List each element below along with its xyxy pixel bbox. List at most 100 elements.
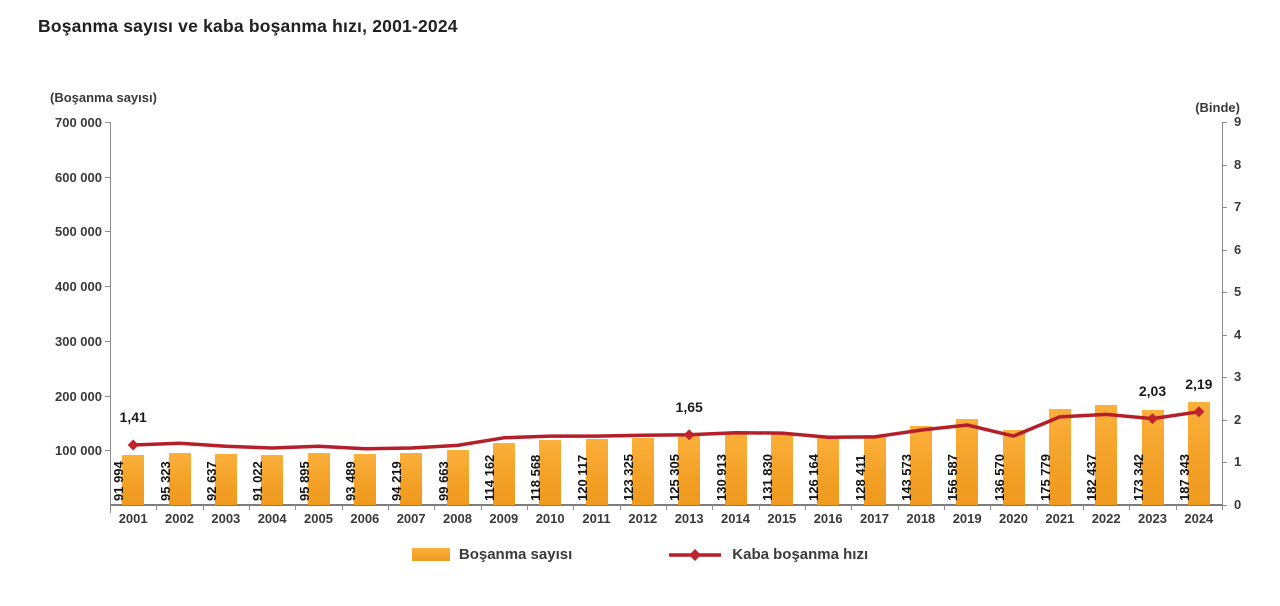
right-axis-tick-label: 9: [1234, 114, 1242, 129]
right-axis-tick-label: 1: [1234, 454, 1242, 470]
x-axis-tick: [527, 505, 528, 510]
left-axis-unit-label: (Boşanma sayısı): [50, 90, 157, 105]
x-axis-tick-label: 2021: [1045, 511, 1075, 526]
bar: [1002, 430, 1025, 505]
right-axis-tick: [1222, 334, 1227, 336]
bar: [307, 452, 330, 505]
x-axis-tick: [156, 505, 158, 510]
left-axis-tick: [105, 340, 110, 342]
left-axis-tick-label: 100 000: [55, 443, 102, 459]
line-point-diamond-icon: [1147, 413, 1158, 425]
x-axis-tick-label: 2009: [489, 511, 519, 526]
right-axis-line: [1222, 122, 1223, 505]
x-axis-tick-label: 2005: [304, 511, 333, 526]
x-axis-tick: [805, 505, 806, 510]
x-axis-tick-label: 2024: [1184, 511, 1214, 526]
x-axis-tick: [249, 505, 250, 510]
bar: [1095, 405, 1118, 505]
x-axis-tick: [1222, 505, 1223, 510]
x-axis-tick-label: 2013: [674, 511, 704, 526]
x-axis-tick: [295, 505, 297, 510]
right-axis-tick: [1222, 207, 1227, 209]
line-point-label: 2,19: [1185, 375, 1213, 392]
right-axis-tick-label: 2: [1234, 411, 1242, 427]
bar-series-swatch-icon: [411, 548, 450, 561]
left-axis-line: [110, 122, 111, 513]
x-axis-tick-label: 2001: [118, 511, 148, 526]
bar: [539, 440, 562, 505]
line-series-swatch-icon: [669, 548, 722, 561]
x-axis-tick-label: 2007: [396, 511, 426, 526]
x-axis-tick: [897, 505, 899, 510]
right-axis-tick: [1222, 505, 1227, 506]
left-axis-tick-label: 600 000: [55, 169, 102, 185]
line-point-diamond-icon: [683, 429, 695, 441]
legend: Boşanma sayısı Kaba boşanma hızı: [0, 546, 1280, 563]
right-axis-tick-label: 0: [1234, 497, 1242, 512]
line-point-diamond-icon: [1193, 406, 1205, 418]
bar: [122, 454, 145, 505]
bar: [956, 419, 979, 505]
right-axis-tick: [1222, 122, 1227, 123]
x-axis-tick-label: 2015: [767, 511, 797, 526]
rate-line: [133, 410, 1200, 451]
bar: [770, 432, 793, 505]
x-axis-tick: [851, 505, 853, 510]
right-axis-tick: [1222, 462, 1227, 464]
x-axis-tick-label: 2011: [582, 511, 611, 526]
x-axis-tick-label: 2016: [813, 511, 843, 526]
legend-item-bars: Boşanma sayısı: [411, 546, 573, 563]
left-axis-tick: [105, 231, 110, 233]
right-axis-tick-label: 8: [1234, 156, 1242, 172]
x-axis-tick-label: 2017: [860, 511, 889, 526]
x-axis-tick: [434, 505, 436, 510]
left-axis-tick: [105, 450, 110, 452]
left-axis-tick-label: 200 000: [55, 388, 102, 404]
x-axis-tick: [1129, 505, 1131, 510]
bar: [585, 439, 608, 505]
left-axis-tick-label: 700 000: [55, 115, 102, 130]
x-axis-tick-label: 2020: [999, 511, 1028, 526]
chart-title: Boşanma sayısı ve kaba boşanma hızı, 200…: [38, 16, 458, 36]
x-axis-tick-label: 2023: [1138, 511, 1167, 526]
bar: [492, 442, 515, 505]
bar: [353, 453, 376, 505]
line-point-label: 2,03: [1138, 382, 1167, 399]
x-axis-tick-label: 2018: [906, 511, 936, 526]
bar: [214, 454, 237, 505]
line-point-label: 1,65: [675, 398, 703, 415]
x-axis-tick: [944, 505, 945, 510]
x-axis-tick: [110, 505, 111, 510]
bar: [817, 435, 840, 505]
right-axis-tick-label: 3: [1234, 369, 1242, 385]
legend-label-bars: Boşanma sayısı: [458, 546, 573, 563]
x-axis-tick-label: 2002: [165, 511, 194, 526]
left-axis-tick-label: 300 000: [55, 333, 102, 349]
x-axis-tick: [1175, 505, 1177, 510]
x-axis-tick-label: 2019: [952, 511, 982, 526]
x-axis-tick-label: 2010: [535, 511, 565, 526]
x-axis-tick-label: 2012: [628, 511, 658, 526]
right-axis-tick: [1222, 419, 1227, 421]
x-axis-tick: [990, 505, 992, 510]
left-axis-tick-label: 400 000: [55, 279, 102, 295]
right-axis-tick-label: 4: [1234, 326, 1242, 342]
line-point-label: 1,41: [119, 408, 147, 425]
x-axis-tick: [388, 505, 389, 510]
bar: [909, 426, 932, 505]
right-axis-tick-label: 7: [1234, 199, 1242, 215]
right-axis-unit-label: (Binde): [1195, 100, 1240, 115]
bar: [400, 453, 423, 505]
x-axis-tick: [1083, 505, 1084, 510]
bar: [631, 437, 654, 505]
plot-area: 700 000 600 000 500 000 400 000 300 000 200 0…: [55, 114, 1241, 526]
left-axis-tick: [105, 176, 110, 178]
left-axis-tick: [105, 286, 110, 288]
x-axis-tick: [341, 505, 343, 510]
x-axis-tick: [666, 505, 667, 510]
x-axis-tick: [619, 505, 621, 510]
left-axis-tick-label: 500 000: [55, 224, 102, 240]
right-axis-tick: [1222, 249, 1227, 251]
x-axis-tick-label: 2006: [350, 511, 380, 526]
